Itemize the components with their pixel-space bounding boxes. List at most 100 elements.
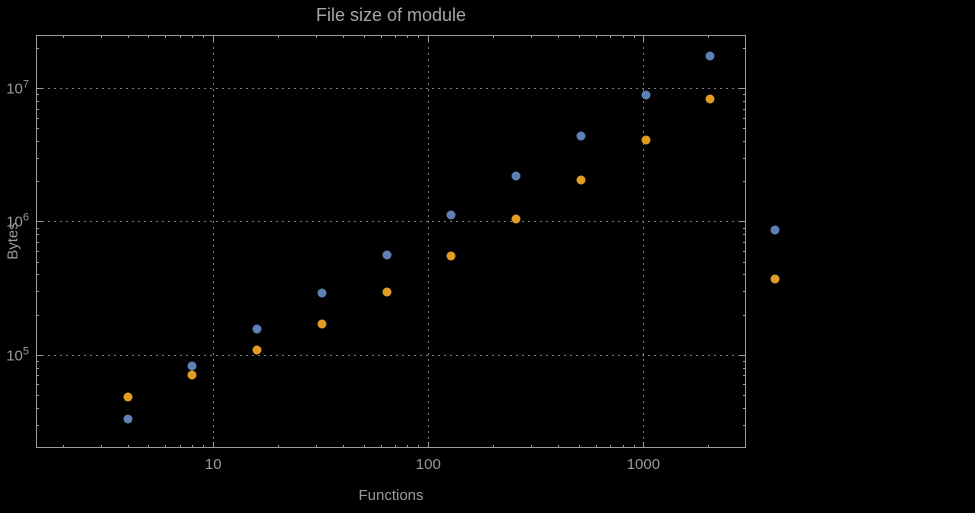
y-minor-tick-right	[743, 274, 746, 276]
y-minor-tick-right	[743, 128, 746, 130]
y-minor-tick-right	[743, 384, 746, 386]
data-point-series-1-blue	[187, 361, 197, 371]
y-minor-tick	[36, 274, 39, 276]
y-minor-tick-right	[743, 117, 746, 119]
x-major-tick	[213, 442, 215, 448]
data-point-series-2-orange	[446, 251, 456, 261]
y-minor-tick-right	[743, 47, 746, 49]
x-major-tick	[643, 442, 645, 448]
x-minor-tick-top	[179, 35, 181, 38]
x-minor-tick	[622, 445, 624, 448]
x-minor-tick-top	[148, 35, 150, 38]
y-minor-tick-right	[743, 291, 746, 293]
y-minor-tick-right	[743, 94, 746, 96]
y-tick-label: 107	[6, 78, 29, 98]
y-major-tick	[36, 221, 42, 223]
y-minor-tick	[36, 407, 39, 409]
y-minor-tick	[36, 94, 39, 96]
x-minor-tick	[633, 445, 635, 448]
x-minor-tick-top	[363, 35, 365, 38]
x-major-tick-top	[643, 35, 645, 41]
x-minor-tick-top	[557, 35, 559, 38]
x-minor-tick-top	[100, 35, 102, 38]
y-minor-tick-right	[743, 394, 746, 396]
x-minor-tick	[342, 445, 344, 448]
x-minor-tick-top	[203, 35, 205, 38]
y-gridline	[36, 221, 746, 223]
y-major-tick	[36, 354, 42, 356]
y-minor-tick	[36, 384, 39, 386]
y-minor-tick	[36, 234, 39, 236]
x-minor-tick	[148, 445, 150, 448]
data-point-series-2-orange	[123, 392, 133, 402]
x-minor-tick-top	[610, 35, 612, 38]
x-minor-tick-top	[622, 35, 624, 38]
y-minor-tick-right	[743, 100, 746, 102]
data-point-series-1-blue	[252, 324, 262, 334]
y-tick-label: 105	[6, 345, 29, 365]
x-minor-tick-top	[394, 35, 396, 38]
x-minor-tick-top	[165, 35, 167, 38]
y-minor-tick	[36, 117, 39, 119]
data-point-series-2-orange	[576, 175, 586, 185]
x-minor-tick-top	[127, 35, 129, 38]
data-point-series-1-blue	[317, 288, 327, 298]
x-minor-tick	[127, 445, 129, 448]
y-axis-label: Bytes	[4, 222, 22, 260]
y-gridline	[36, 88, 746, 90]
x-minor-tick	[557, 445, 559, 448]
y-minor-tick-right	[743, 108, 746, 110]
y-minor-tick-right	[743, 375, 746, 377]
y-minor-tick	[36, 375, 39, 377]
x-minor-tick	[418, 445, 420, 448]
x-minor-tick	[203, 445, 205, 448]
x-tick-label: 1000	[626, 456, 661, 473]
y-minor-tick-right	[743, 234, 746, 236]
y-minor-tick	[36, 360, 39, 362]
x-minor-tick-top	[380, 35, 382, 38]
x-minor-tick	[708, 445, 710, 448]
data-point-series-1-blue	[511, 171, 521, 181]
x-gridline	[428, 35, 430, 448]
data-point-series-2-orange	[252, 345, 262, 355]
x-minor-tick	[610, 445, 612, 448]
x-major-tick-top	[213, 35, 215, 41]
x-minor-tick-top	[595, 35, 597, 38]
y-minor-tick-right	[743, 367, 746, 369]
x-minor-tick-top	[418, 35, 420, 38]
data-point-series-2-orange	[317, 319, 327, 329]
x-minor-tick	[380, 445, 382, 448]
x-minor-tick-top	[192, 35, 194, 38]
y-minor-tick	[36, 367, 39, 369]
x-minor-tick-top	[62, 35, 64, 38]
x-minor-tick	[407, 445, 409, 448]
x-gridline	[213, 35, 215, 448]
x-minor-tick	[595, 445, 597, 448]
x-minor-tick	[493, 445, 495, 448]
data-point-series-2-orange	[511, 214, 521, 224]
y-minor-tick	[36, 181, 39, 183]
plot-frame	[36, 35, 746, 448]
data-point-series-1-blue	[123, 414, 133, 424]
data-point-series-1-blue	[641, 90, 651, 100]
y-minor-tick	[36, 128, 39, 130]
data-point-series-2-orange	[382, 287, 392, 297]
data-point-series-1-blue	[705, 51, 715, 61]
y-minor-tick	[36, 227, 39, 229]
y-minor-tick-right	[743, 360, 746, 362]
x-minor-tick	[394, 445, 396, 448]
x-minor-tick	[277, 445, 279, 448]
y-minor-tick	[36, 108, 39, 110]
x-major-tick-top	[428, 35, 430, 41]
data-point-series-1-blue	[770, 225, 780, 235]
data-point-series-2-orange	[641, 135, 651, 145]
x-gridline	[643, 35, 645, 448]
y-minor-tick-right	[743, 242, 746, 244]
y-minor-tick	[36, 394, 39, 396]
x-minor-tick	[179, 445, 181, 448]
x-minor-tick	[363, 445, 365, 448]
y-minor-tick	[36, 47, 39, 49]
x-minor-tick	[62, 445, 64, 448]
x-minor-tick-top	[342, 35, 344, 38]
